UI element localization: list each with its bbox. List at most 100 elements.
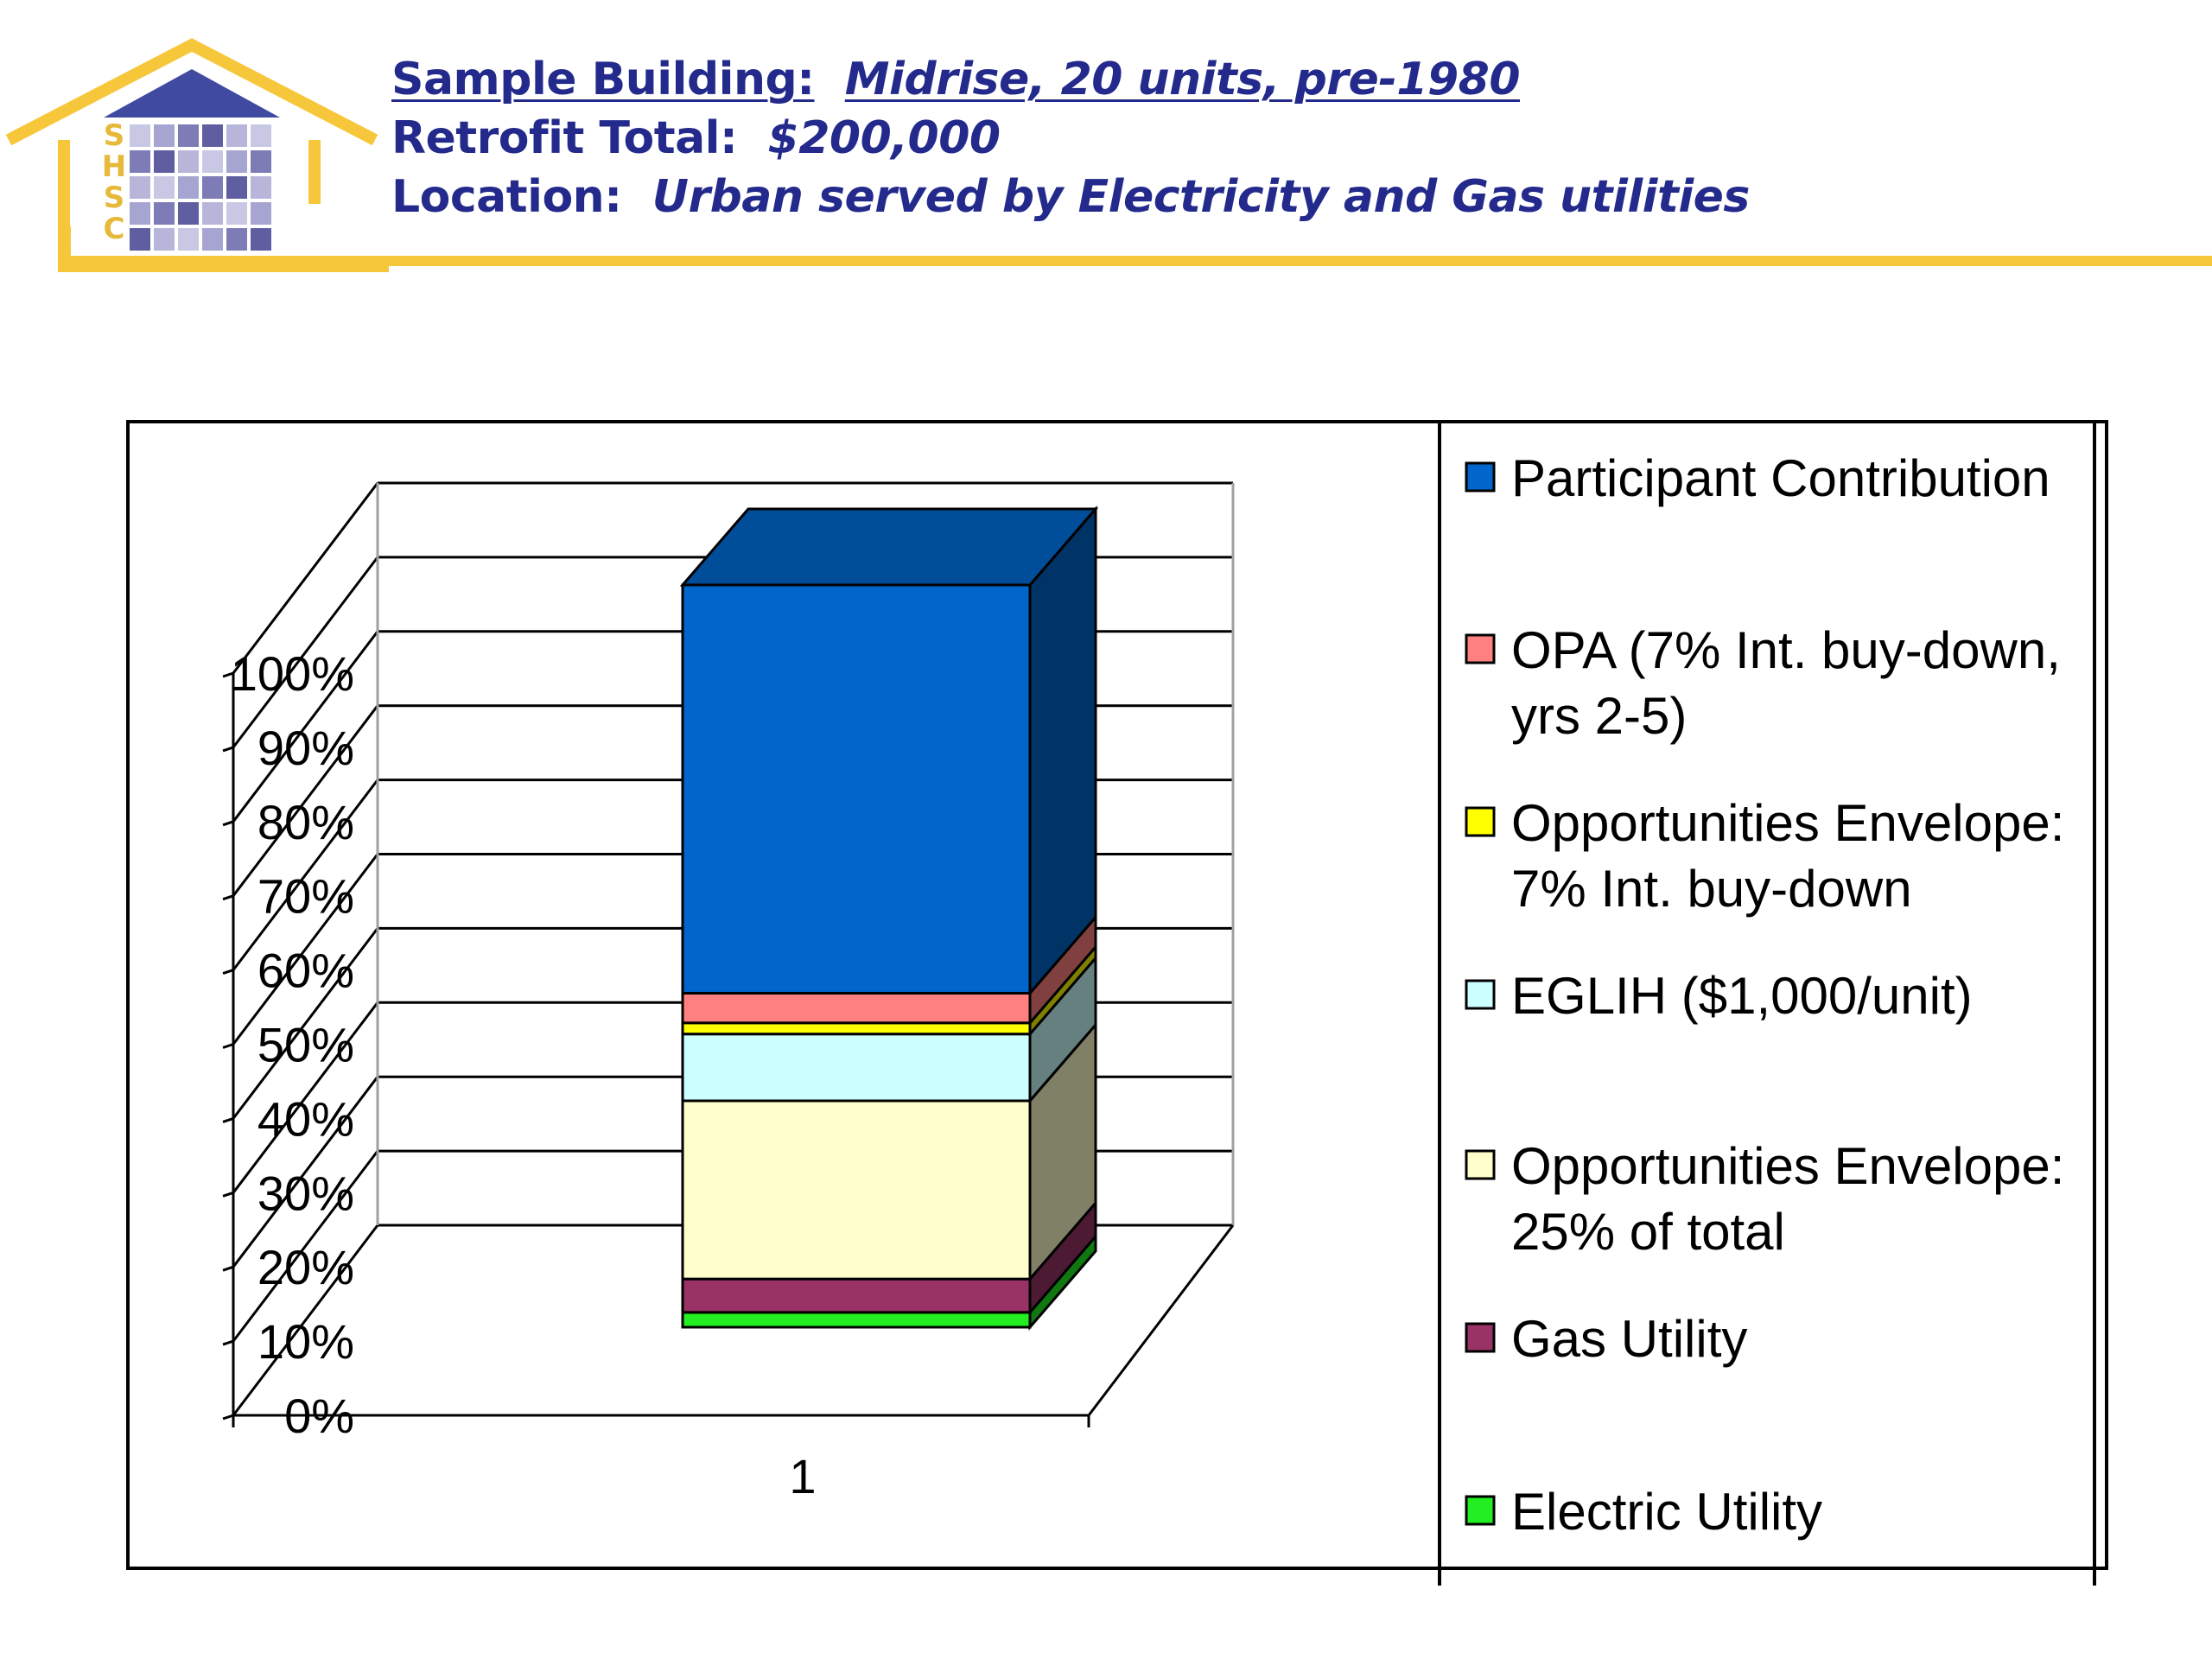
header-retrofit: Retrofit Total: $200,000 [391, 112, 1001, 164]
logo-window [202, 150, 223, 173]
bar-segment-front [681, 1021, 1032, 1036]
logo-window [226, 150, 247, 173]
legend-swatch [1465, 1322, 1496, 1353]
legend-label: 7% Int. buy-down [1511, 860, 1912, 918]
logo-window [202, 176, 223, 199]
y-tick-label: 0% [284, 1389, 354, 1443]
legend-label: 25% of total [1511, 1203, 1785, 1261]
logo-letter: H [102, 149, 126, 184]
logo-window [251, 202, 271, 225]
logo-window [178, 124, 199, 147]
bar-segment-side [1028, 505, 1097, 997]
side-gridline [232, 1224, 379, 1416]
bar-segment-front [681, 991, 1032, 1025]
legend-label: EGLIH ($1,000/unit) [1511, 967, 1973, 1025]
floor-right-edge [1087, 1224, 1235, 1416]
side-gridline [232, 779, 379, 971]
side-gridline [232, 1076, 379, 1268]
legend-swatch [1465, 1149, 1496, 1180]
logo-window [154, 150, 175, 173]
header-retrofit-value: $200,000 [767, 112, 1001, 164]
logo-window [226, 228, 247, 251]
logo-window-grid [130, 124, 271, 251]
legend-label: OPA (7% Int. buy-down, [1511, 621, 2061, 679]
y-tick-label: 40% [257, 1091, 354, 1146]
logo-window [154, 202, 175, 225]
logo-letter: C [104, 212, 125, 246]
legend-swatch [1465, 1495, 1496, 1526]
legend-label: Participant Contribution [1511, 449, 2050, 507]
side-gridline [232, 556, 379, 748]
header-building-label: Sample Building: [391, 54, 815, 105]
legend-swatch [1465, 806, 1496, 837]
y-tick-mark [222, 969, 234, 976]
y-tick-label: 60% [257, 944, 354, 998]
logo-window [226, 176, 247, 199]
logo-window [130, 124, 150, 147]
y-tick-label: 10% [257, 1314, 354, 1369]
logo-wall-left [58, 140, 389, 272]
y-tick-mark [222, 820, 234, 827]
logo-letter: S [104, 181, 125, 215]
chart-legend: Participant Contribution OPA (7% Int. buy… [1465, 449, 2064, 1541]
legend-label: yrs 2-5) [1511, 687, 1687, 745]
chart-bars [679, 505, 1099, 1332]
logo-window [130, 228, 150, 251]
logo-window [178, 176, 199, 199]
y-tick-label: 100% [231, 646, 354, 701]
header-location-label: Location [391, 171, 605, 223]
legend-swatch [1465, 461, 1496, 493]
header-location-value: Urban served by Electricity and Gas util… [652, 171, 1751, 223]
y-tick-mark [222, 1043, 234, 1049]
logo-window [178, 150, 199, 173]
y-tick-mark [222, 671, 234, 678]
side-gridline [232, 853, 379, 1046]
side-gridline [232, 630, 379, 823]
logo-window [202, 228, 223, 251]
logo-roof-outline [5, 38, 378, 146]
y-tick-mark [222, 1265, 234, 1272]
logo-window [178, 202, 199, 225]
side-gridline [232, 482, 379, 674]
y-tick-mark [222, 1414, 234, 1421]
bar-segment-front [681, 1311, 1032, 1329]
legend-label: Electric Utility [1511, 1483, 1822, 1541]
logo-window [202, 202, 223, 225]
header-divider-left [60, 226, 71, 266]
y-tick-mark [222, 1116, 234, 1123]
logo-window [178, 228, 199, 251]
logo-window [226, 202, 247, 225]
legend-swatch [1465, 633, 1496, 664]
side-gridline [232, 1150, 379, 1343]
legend-label: Opportunities Envelope: [1511, 794, 2064, 852]
header-divider [60, 256, 2212, 266]
y-tick-mark [222, 894, 234, 901]
x-tick-label: 1 [789, 1449, 816, 1503]
chart-tick-labels: 0% 10% 20% 30% 40% 50% 60% 70% 80% 90% 100% 1 [231, 646, 817, 1503]
bar-segment-front [681, 1033, 1032, 1103]
legend-label: Opportunities Envelope: [1511, 1137, 2064, 1195]
y-tick-label: 90% [257, 721, 354, 775]
y-tick-label: 80% [257, 795, 354, 849]
y-tick-label: 20% [257, 1240, 354, 1294]
header-location: Location: Urban served by Electricity an… [391, 171, 1750, 223]
logo-window [154, 176, 175, 199]
header-building-value: Midrise, 20 units, pre-1980 [844, 54, 1521, 105]
logo-window [226, 124, 247, 147]
header-building: Sample Building: Midrise, 20 units, pre-… [391, 54, 1521, 105]
y-tick-mark [222, 1191, 234, 1198]
bar-segment-front [681, 1099, 1032, 1281]
header-retrofit-sep: : [720, 112, 738, 164]
y-tick-label: 30% [257, 1166, 354, 1220]
logo-window [130, 202, 150, 225]
logo-window [202, 124, 223, 147]
header-location-sep: : [604, 171, 622, 223]
bar-segment-front [681, 1277, 1032, 1314]
legend-swatch [1465, 979, 1496, 1010]
logo-window [154, 228, 175, 251]
bar-segment-front [681, 583, 1032, 995]
logo-window [154, 124, 175, 147]
